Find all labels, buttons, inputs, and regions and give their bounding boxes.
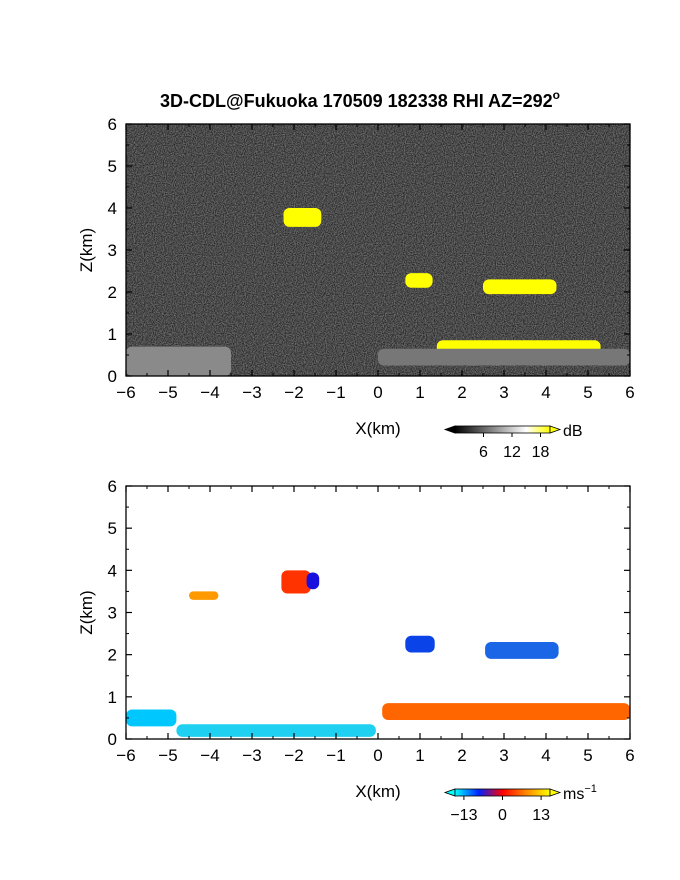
vel-y-tick-label: 1 (108, 688, 117, 707)
vel-x-tick-label: −6 (116, 746, 135, 765)
vel-colorbar-tick-label: 13 (532, 807, 550, 824)
refl-x-tick-label: −4 (200, 383, 219, 402)
refl-x-tick-label: 5 (583, 383, 592, 402)
figure-title: 3D-CDL@Fukuoka 170509 182338 RHI AZ=292o (160, 88, 560, 111)
vel-x-tick-label: −2 (284, 746, 303, 765)
refl-y-tick-label: 5 (108, 157, 117, 176)
vel-colorbar-high-arrow (549, 788, 562, 797)
refl-y-tick-label: 0 (108, 367, 117, 386)
refl-colorbar-tick-label: 18 (532, 444, 550, 461)
refl-x-tick-label: 0 (373, 383, 382, 402)
refl-y-tick-label: 1 (108, 325, 117, 344)
vel-y-tick-label: 4 (108, 561, 117, 580)
refl-colorbar: 6 12 18 dB (443, 423, 583, 461)
vel-x-tick-label: −4 (200, 746, 219, 765)
vel-x-tick-label: 3 (499, 746, 508, 765)
vel-y-tick-label: 6 (108, 477, 117, 496)
refl-x-tick-label: −1 (326, 383, 345, 402)
vel-y-tick-label: 0 (108, 730, 117, 749)
vel-colorbar-bar (454, 788, 551, 797)
vel-echo-7 (176, 724, 376, 737)
refl-echo-4 (126, 346, 231, 376)
refl-echo-1 (405, 273, 433, 288)
refl-x-axis-title: X(km) (355, 419, 400, 438)
vel-echo-2 (189, 591, 219, 600)
refl-y-tick-label: 6 (108, 115, 117, 134)
vel-y-axis-title: Z(km) (77, 590, 96, 634)
refl-colorbar-tick-label: 6 (479, 444, 488, 461)
refl-x-tick-label: −6 (116, 383, 135, 402)
refl-colorbar-high-arrow (549, 425, 562, 434)
vel-x-tick-label: −1 (326, 746, 345, 765)
vel-colorbar-unit: ms−1 (563, 783, 597, 803)
vel-y-tick-label: 3 (108, 604, 117, 623)
refl-x-tick-label: 2 (457, 383, 466, 402)
vel-x-tick-label: 1 (415, 746, 424, 765)
vel-x-tick-label: 0 (373, 746, 382, 765)
vel-y-tick-label: 2 (108, 646, 117, 665)
vel-x-axis-title: X(km) (355, 782, 400, 801)
vel-colorbar-tick-label: 0 (498, 807, 507, 824)
vel-x-tick-label: 2 (457, 746, 466, 765)
vel-echo-0 (281, 570, 311, 594)
vel-echo-5 (382, 703, 630, 721)
refl-x-tick-label: 4 (541, 383, 550, 402)
vel-echo-4 (485, 642, 559, 659)
refl-colorbar-tick-label: 12 (503, 444, 521, 461)
vel-plot-background (126, 486, 630, 739)
vel-colorbar: −13 0 13 ms−1 (443, 783, 597, 824)
refl-colorbar-bar (454, 425, 551, 434)
refl-colorbar-low-arrow (443, 425, 456, 434)
refl-y-tick-label: 3 (108, 241, 117, 260)
refl-echo-5 (378, 348, 630, 366)
refl-x-tick-label: 1 (415, 383, 424, 402)
refl-x-tick-label: −3 (242, 383, 261, 402)
vel-echo-1 (306, 572, 320, 590)
refl-x-tick-label: −2 (284, 383, 303, 402)
refl-y-tick-label: 4 (108, 199, 117, 218)
refl-echo-2 (483, 279, 557, 295)
vel-colorbar-low-arrow (443, 788, 456, 797)
vel-x-tick-label: −3 (242, 746, 261, 765)
vel-echo-3 (405, 635, 435, 653)
vel-y-tick-label: 5 (108, 519, 117, 538)
refl-x-tick-label: 6 (625, 383, 634, 402)
vel-x-tick-label: −5 (158, 746, 177, 765)
refl-x-tick-label: 3 (499, 383, 508, 402)
refl-y-axis-title: Z(km) (77, 228, 96, 272)
refl-x-tick-label: −5 (158, 383, 177, 402)
velocity-panel: −6 −5 −4 −3 −2 −1 0 1 2 3 4 5 6 0 1 2 3 4 5 6 X(km) Z(km) −13 0… (77, 477, 635, 824)
refl-noise-texture (126, 124, 630, 376)
vel-x-tick-label: 4 (541, 746, 550, 765)
vel-x-tick-label: 6 (625, 746, 634, 765)
vel-colorbar-tick-label: −13 (450, 807, 477, 824)
vel-colorbar-unit-exponent: −1 (584, 783, 597, 795)
vel-echo-6 (126, 709, 177, 727)
refl-colorbar-unit: dB (563, 423, 583, 440)
refl-echo-0 (283, 208, 322, 227)
refl-y-tick-label: 2 (108, 283, 117, 302)
vel-x-tick-label: 5 (583, 746, 592, 765)
